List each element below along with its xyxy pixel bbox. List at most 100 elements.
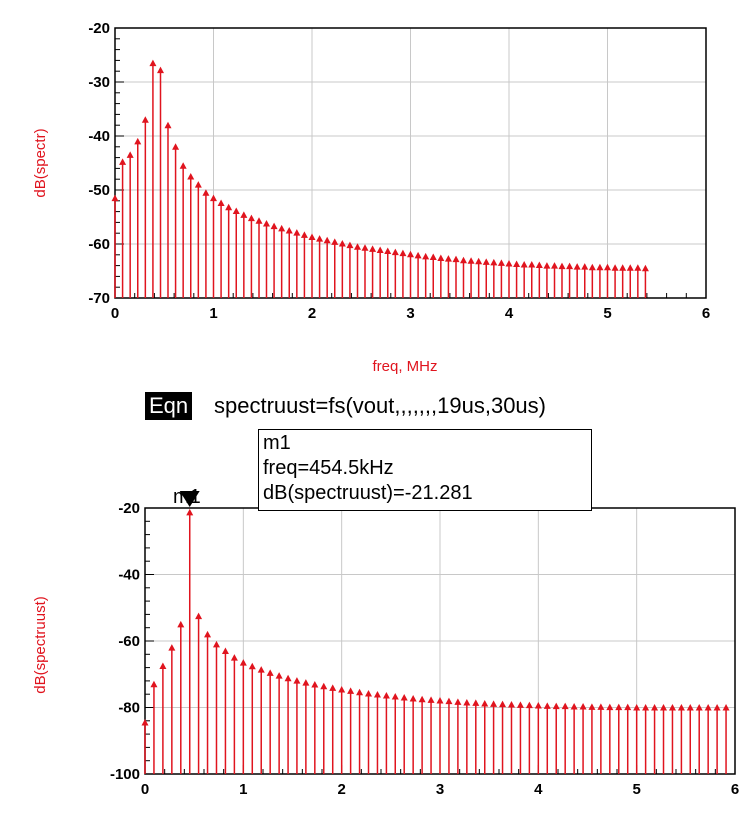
- bottom-stem-marker: [329, 684, 337, 691]
- marker-readout-value: dB(spectruust)=-21.281: [263, 482, 473, 504]
- bottom-stem-marker: [186, 508, 194, 516]
- bottom-stem-marker: [400, 694, 408, 701]
- marker-readout-freq: freq=454.5kHz: [263, 457, 394, 479]
- bottom-stem-marker: [338, 686, 346, 693]
- bottom-stem-marker: [204, 630, 212, 638]
- bottom-stem-marker: [284, 674, 292, 682]
- bottom-x-tick-label: 6: [731, 781, 739, 798]
- bottom-stem-marker: [561, 702, 569, 710]
- top-x-tick-label: 2: [308, 305, 316, 322]
- top-stem-marker: [543, 262, 551, 269]
- bottom-x-tick-label: 2: [337, 781, 345, 798]
- top-stem-marker: [475, 257, 483, 265]
- top-stem-marker: [278, 224, 286, 232]
- bottom-stem-marker: [356, 688, 364, 696]
- top-stem-marker: [490, 258, 498, 266]
- top-stem-marker: [414, 251, 422, 259]
- top-stem-marker: [119, 158, 127, 165]
- top-stem-marker: [157, 66, 165, 74]
- bottom-stem-marker: [704, 704, 712, 711]
- bottom-stem-marker: [668, 704, 676, 711]
- bottom-stem-marker: [409, 695, 417, 702]
- top-stem-marker: [384, 247, 392, 255]
- bottom-stem-marker: [454, 698, 462, 705]
- top-stem-marker: [626, 264, 634, 271]
- bottom-stem-marker: [445, 697, 453, 705]
- top-stem-marker: [535, 261, 543, 269]
- bottom-stem-marker: [499, 700, 507, 708]
- top-stem-marker: [149, 59, 157, 67]
- bottom-stem-marker: [311, 681, 319, 688]
- top-stem-marker: [172, 143, 180, 150]
- top-stem-marker: [641, 264, 649, 272]
- top-stem-marker: [452, 255, 460, 263]
- bottom-stem-marker: [686, 704, 694, 711]
- top-stem-marker: [437, 254, 445, 262]
- top-stem-marker: [232, 207, 240, 215]
- top-stem-marker: [528, 261, 536, 268]
- top-stem-marker: [240, 211, 248, 218]
- top-stem-marker: [588, 263, 596, 271]
- top-stem-marker: [513, 260, 521, 267]
- bottom-stem-marker: [722, 704, 730, 711]
- bottom-spectrum-chart: 0 1 2 3 4 5 6 -20 -40 -60 -80 -100: [110, 500, 739, 798]
- bottom-x-tick-label: 0: [141, 781, 149, 798]
- bottom-stem-marker: [302, 679, 310, 686]
- eqn-badge[interactable]: Eqn: [145, 392, 193, 420]
- top-stem-marker: [634, 264, 642, 271]
- bottom-stem-marker: [427, 696, 435, 703]
- equation-text[interactable]: spectruust=fs(vout,,,,,,,19us,30us): [214, 393, 546, 418]
- bottom-stem-marker: [633, 704, 641, 711]
- top-y-tick-label: -30: [88, 74, 110, 91]
- top-y-tick-label: -70: [88, 290, 110, 307]
- bottom-stem-marker: [579, 703, 587, 710]
- bottom-stem-marker: [373, 691, 381, 698]
- bottom-stem-marker: [660, 704, 668, 711]
- top-x-tick-label: 3: [406, 305, 414, 322]
- bottom-stem-marker: [320, 682, 328, 690]
- bottom-stem-marker: [677, 704, 685, 711]
- top-stem-marker: [338, 239, 346, 247]
- x-axis-label-top: freq, MHz: [372, 358, 437, 375]
- bottom-stem-marker: [490, 700, 498, 707]
- top-y-tick-label: -60: [88, 236, 110, 253]
- top-stem-marker: [134, 137, 142, 145]
- bottom-stem-marker: [382, 692, 390, 699]
- bottom-stem-marker: [365, 690, 373, 697]
- marker-m1-triangle[interactable]: [179, 491, 200, 507]
- top-stem-marker: [611, 264, 619, 271]
- bottom-stem-marker: [293, 677, 301, 684]
- top-stem-marker: [407, 250, 414, 258]
- top-stem-marker: [459, 256, 467, 264]
- top-stem-marker: [247, 214, 255, 222]
- top-stem-marker: [444, 255, 452, 262]
- top-stem-marker: [270, 222, 278, 230]
- top-stem-marker: [179, 162, 187, 169]
- bottom-stem-marker: [525, 701, 533, 709]
- marker-readout[interactable]: m1 freq=454.5kHz dB(spectruust)=-21.281: [258, 429, 592, 511]
- top-stem-marker: [126, 151, 134, 158]
- top-x-tick-label: 4: [505, 305, 514, 322]
- top-stem-marker: [111, 194, 119, 202]
- bottom-stem-marker: [436, 697, 444, 704]
- bottom-stem-marker: [230, 654, 238, 661]
- bottom-stem-marker: [615, 703, 623, 711]
- bottom-stem-marker: [588, 703, 596, 710]
- top-stem-marker: [164, 121, 172, 129]
- bottom-stem-marker: [141, 718, 149, 726]
- bottom-stem-marker: [347, 687, 355, 694]
- bottom-stem-marker: [168, 644, 176, 651]
- top-x-tick-label: 5: [603, 305, 611, 322]
- bottom-stem-marker: [543, 702, 551, 709]
- top-y-tick-label: -50: [88, 182, 110, 199]
- bottom-stem-marker: [221, 647, 229, 654]
- top-stem-marker: [187, 173, 195, 180]
- top-stem-marker: [604, 263, 611, 271]
- bottom-x-tick-label: 4: [534, 781, 543, 798]
- top-stem-marker: [316, 235, 324, 242]
- bottom-stem-marker: [695, 704, 703, 711]
- top-stem-marker: [596, 263, 604, 271]
- bottom-stem-marker: [552, 702, 560, 710]
- bottom-stem-marker: [463, 699, 471, 706]
- top-stem-marker: [551, 262, 559, 269]
